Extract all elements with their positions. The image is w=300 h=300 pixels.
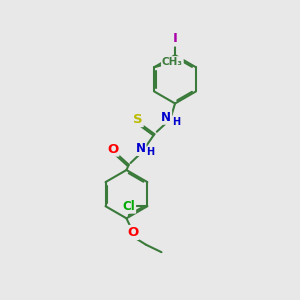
Text: S: S [133,113,143,126]
Text: I: I [172,32,178,46]
Text: O: O [127,226,139,239]
Text: N: N [161,111,171,124]
Text: Cl: Cl [122,200,135,213]
Text: N: N [136,142,146,155]
Text: CH₃: CH₃ [162,57,183,67]
Text: H: H [146,147,155,158]
Text: H: H [172,117,180,127]
Text: O: O [107,142,118,156]
